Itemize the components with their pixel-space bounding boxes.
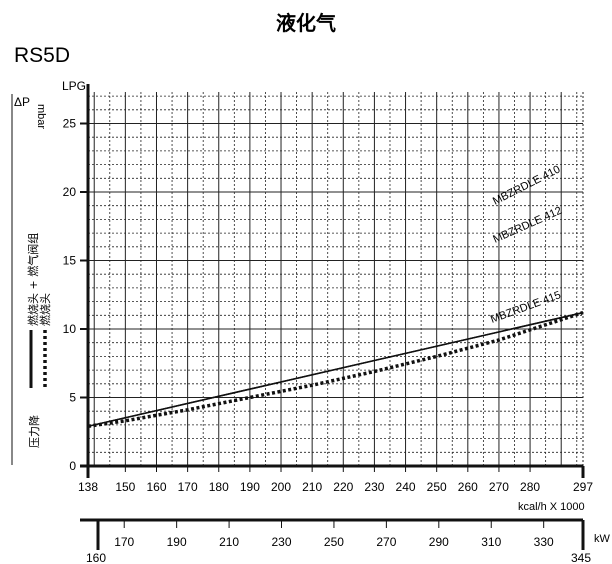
kw-tick-label: 170	[114, 535, 134, 549]
x-tick-label: 190	[240, 480, 260, 494]
kw-tick-label: 270	[376, 535, 396, 549]
series-label: MBZRDLE 412	[491, 205, 563, 246]
y-tick-label: 0	[69, 459, 76, 473]
kw-tick-label: 345	[571, 551, 591, 564]
y-symbol: ΔP	[14, 95, 30, 109]
series	[87, 310, 584, 429]
x-tick-label: 260	[458, 480, 478, 494]
side-label-head: 燃烧头	[38, 293, 52, 326]
x-tick-label: 210	[302, 480, 322, 494]
kw-tick-label: 310	[481, 535, 501, 549]
x-tick-label: 240	[396, 480, 416, 494]
x-tick-label: 160	[146, 480, 166, 494]
y-tick-label: 25	[63, 117, 77, 131]
side-label-pressure-drop: 压力降	[27, 415, 41, 448]
x-tick-label: 270	[489, 480, 509, 494]
x-tick-label: 280	[520, 480, 540, 494]
x-tick-label: 150	[115, 480, 135, 494]
series-line	[87, 311, 584, 428]
y-tick-label: 15	[63, 254, 77, 268]
model-label: RS5D	[14, 44, 70, 67]
series-line	[87, 310, 584, 429]
x-tick-label: 220	[333, 480, 353, 494]
y-tick-label: 10	[63, 322, 77, 336]
x-tick-label: 170	[178, 480, 198, 494]
kw-tick-label: 210	[219, 535, 239, 549]
x-unit-kw: kW	[594, 533, 611, 545]
x-tick-label: 138	[78, 480, 98, 494]
side-label-combined: 燃烧头 + 燃气阀组	[26, 233, 40, 326]
x-tick-label: 297	[573, 480, 593, 494]
axes: 0 5 10 15 20 25 138 150 160 170 180 190 200 210 220 230…	[63, 84, 593, 564]
series-label: MBZRDLE 410	[491, 163, 562, 207]
chart-title: 液化气	[276, 11, 336, 35]
kw-tick-label: 250	[324, 535, 344, 549]
y-unit: mbar	[35, 104, 47, 129]
x-unit-kcal: kcal/h X 1000	[518, 501, 585, 513]
y-tick-label: 5	[69, 391, 76, 405]
x-tick-label: 250	[427, 480, 447, 494]
kw-tick-label: 160	[86, 551, 106, 564]
kw-tick-label: 230	[271, 535, 291, 549]
kw-tick-label: 290	[429, 535, 449, 549]
x-tick-label: 180	[209, 480, 229, 494]
kw-tick-label: 330	[534, 535, 554, 549]
x-tick-label: 200	[271, 480, 291, 494]
fuel-label: LPG	[62, 79, 86, 93]
x-tick-label: 230	[364, 480, 384, 494]
y-tick-label: 20	[63, 185, 77, 199]
grid	[88, 92, 584, 466]
kw-tick-label: 190	[167, 535, 187, 549]
